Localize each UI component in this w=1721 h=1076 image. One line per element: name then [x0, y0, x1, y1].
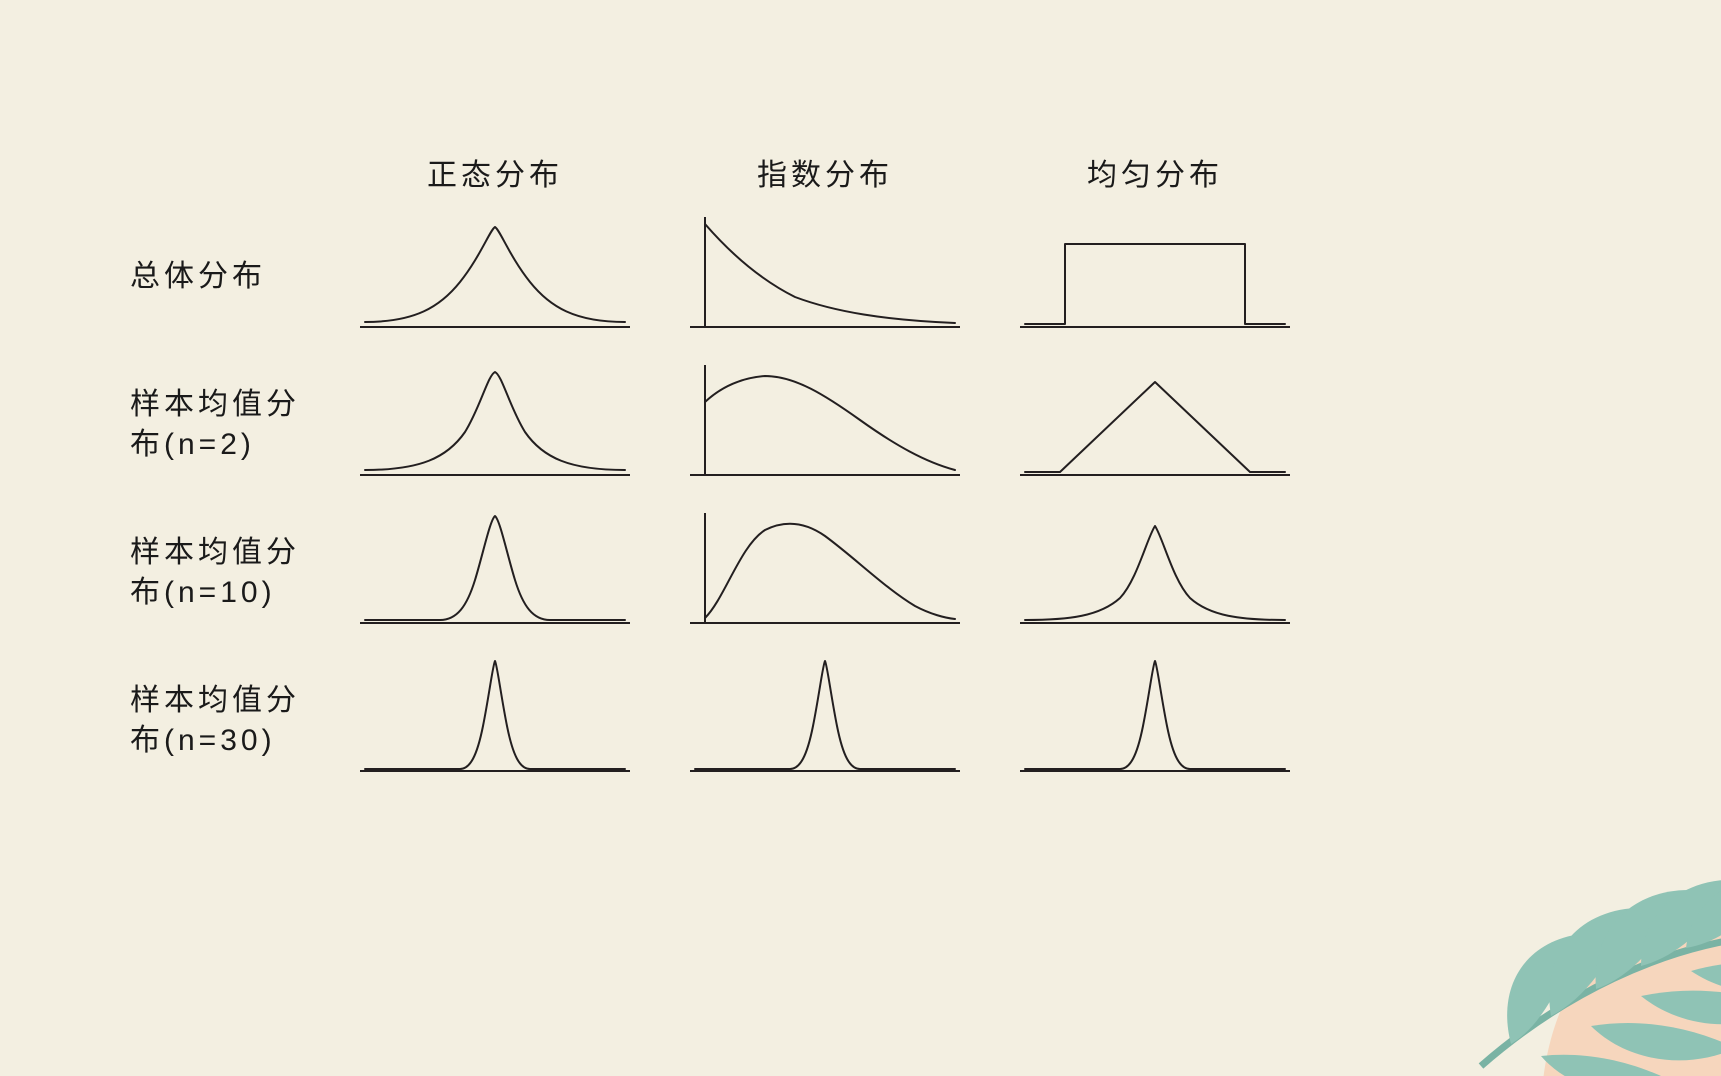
cell-exponential-n10	[660, 508, 990, 638]
curve	[365, 661, 625, 769]
curve	[695, 661, 955, 769]
cell-normal-n10	[330, 508, 660, 638]
curve	[705, 524, 955, 619]
row-n10: 样本均值分布(n=10)	[130, 508, 1390, 638]
plot-normal-population	[355, 212, 635, 342]
cell-exponential-n2	[660, 360, 990, 490]
plot-exponential-n30	[685, 656, 965, 786]
plot-normal-n2	[355, 360, 635, 490]
corner-spacer	[130, 150, 330, 194]
curve	[705, 376, 955, 470]
cell-uniform-n30	[990, 656, 1320, 786]
row-label-n10: 样本均值分布(n=10)	[130, 533, 330, 614]
column-headers-row: 正态分布 指数分布 均匀分布	[130, 150, 1390, 194]
curve	[1025, 661, 1285, 769]
cell-uniform-population	[990, 212, 1320, 342]
distribution-grid: 正态分布 指数分布 均匀分布 总体分布 样本均值分布(n=	[130, 150, 1390, 804]
cell-exponential-n30	[660, 656, 990, 786]
plot-exponential-n2	[685, 360, 965, 490]
col-head-uniform: 均匀分布	[990, 150, 1320, 194]
plot-normal-n10	[355, 508, 635, 638]
col-head-normal: 正态分布	[330, 150, 660, 194]
curve	[705, 224, 955, 323]
plot-uniform-population	[1015, 212, 1295, 342]
cell-uniform-n2	[990, 360, 1320, 490]
curve	[365, 227, 625, 322]
row-label-n2: 样本均值分布(n=2)	[130, 385, 330, 466]
plot-uniform-n2	[1015, 360, 1295, 490]
cell-uniform-n10	[990, 508, 1320, 638]
plot-uniform-n30	[1015, 656, 1295, 786]
cell-normal-n2	[330, 360, 660, 490]
cell-normal-population	[330, 212, 660, 342]
curve	[365, 372, 625, 470]
row-n2: 样本均值分布(n=2)	[130, 360, 1390, 490]
row-n30: 样本均值分布(n=30)	[130, 656, 1390, 786]
curve	[1025, 244, 1285, 324]
row-label-n30: 样本均值分布(n=30)	[130, 681, 330, 762]
plot-exponential-population	[685, 212, 965, 342]
cell-exponential-population	[660, 212, 990, 342]
row-population: 总体分布	[130, 212, 1390, 342]
col-head-exponential: 指数分布	[660, 150, 990, 194]
cell-normal-n30	[330, 656, 660, 786]
curve	[365, 516, 625, 620]
plot-normal-n30	[355, 656, 635, 786]
plot-uniform-n10	[1015, 508, 1295, 638]
row-label-population: 总体分布	[130, 257, 330, 298]
curve	[1025, 526, 1285, 620]
plot-exponential-n10	[685, 508, 965, 638]
curve	[1025, 382, 1285, 472]
